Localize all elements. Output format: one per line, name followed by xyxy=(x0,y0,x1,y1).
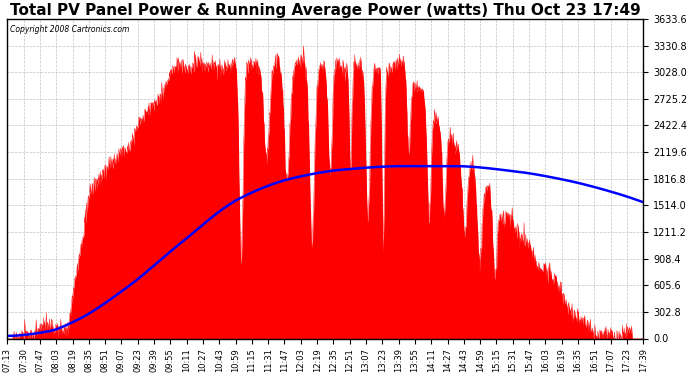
Title: Total PV Panel Power & Running Average Power (watts) Thu Oct 23 17:49: Total PV Panel Power & Running Average P… xyxy=(10,3,640,18)
Text: Copyright 2008 Cartronics.com: Copyright 2008 Cartronics.com xyxy=(10,26,130,34)
